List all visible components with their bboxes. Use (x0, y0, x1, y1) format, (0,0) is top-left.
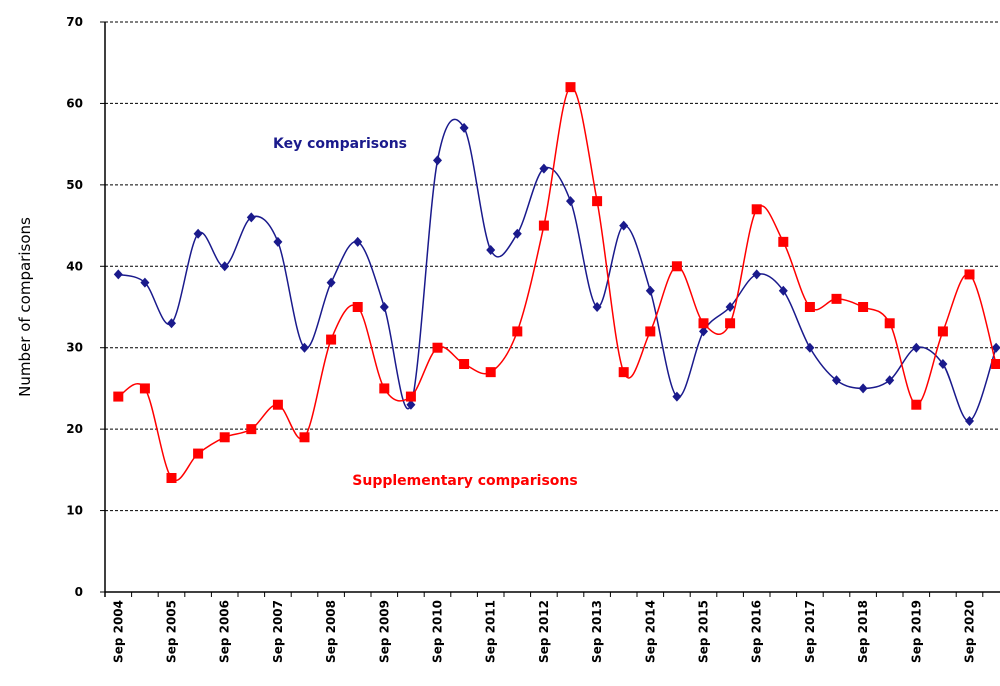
marker (512, 326, 523, 337)
marker (167, 318, 176, 329)
x-tick-label: Sep 2012 (537, 600, 551, 663)
marker (937, 326, 948, 337)
marker (858, 302, 869, 312)
marker (858, 383, 868, 394)
marker (618, 367, 629, 378)
marker (459, 122, 469, 133)
marker (539, 163, 549, 174)
marker (645, 285, 655, 296)
x-tick-label: Sep 2004 (111, 600, 125, 663)
marker (193, 228, 203, 239)
x-tick-label: Sep 2008 (324, 600, 338, 663)
marker (326, 277, 336, 288)
marker (406, 399, 416, 410)
marker (352, 302, 363, 312)
marker (220, 261, 230, 272)
marker (751, 204, 762, 215)
marker (778, 236, 789, 247)
annotation: Supplementary comparisons (352, 473, 577, 489)
y-tick-label: 60 (66, 96, 83, 110)
marker (433, 155, 442, 166)
marker (619, 220, 629, 231)
marker (353, 236, 363, 247)
marker (113, 269, 123, 280)
marker (699, 326, 708, 337)
marker (671, 261, 682, 272)
marker (273, 236, 283, 247)
x-tick-label: Sep 2005 (165, 600, 179, 663)
marker (991, 342, 1000, 353)
x-tick-label: Sep 2014 (643, 600, 657, 663)
x-tick-label: Sep 2013 (590, 600, 604, 663)
marker (965, 416, 974, 426)
y-tick-label: 40 (66, 259, 83, 273)
x-tick-label: Sep 2009 (377, 600, 391, 663)
x-tick-label: Sep 2019 (909, 600, 923, 663)
marker (911, 342, 921, 353)
series-line (117, 86, 997, 482)
marker (991, 359, 1000, 369)
y-axis-label: Number of comparisons (16, 217, 34, 397)
marker (299, 432, 310, 443)
marker (778, 285, 788, 296)
marker (565, 82, 576, 93)
marker (405, 391, 416, 402)
marker (725, 302, 735, 312)
marker (459, 359, 470, 369)
marker (219, 432, 230, 443)
marker (485, 367, 496, 378)
y-tick-label: 30 (66, 341, 83, 355)
marker (379, 383, 390, 394)
x-tick-label: Sep 2017 (803, 600, 817, 663)
marker (885, 375, 895, 386)
x-tick-label: Sep 2016 (750, 600, 764, 663)
marker (512, 228, 522, 239)
marker (139, 383, 150, 394)
marker (805, 342, 815, 353)
series-line (118, 118, 997, 422)
marker (193, 448, 204, 459)
y-tick-label: 50 (66, 178, 83, 192)
marker (752, 269, 762, 280)
x-tick-label: Sep 2010 (431, 600, 445, 663)
marker (166, 473, 177, 483)
marker (300, 342, 309, 353)
marker (938, 359, 948, 369)
x-tick-label: Sep 2007 (271, 600, 285, 663)
marker (432, 342, 443, 353)
marker (113, 391, 124, 402)
x-tick-label: Sep 2015 (697, 600, 711, 663)
marker (804, 302, 815, 312)
marker (326, 334, 337, 345)
marker (538, 220, 549, 231)
x-tick-label: Sep 2018 (856, 600, 870, 663)
marker (379, 302, 389, 312)
x-tick-label: Sep 2006 (218, 600, 232, 663)
marker (884, 318, 895, 329)
marker (592, 302, 602, 312)
marker (672, 391, 682, 402)
marker (964, 269, 975, 280)
y-tick-label: 20 (66, 422, 83, 436)
marker (725, 318, 736, 329)
marker (698, 318, 709, 329)
marker (911, 399, 922, 410)
marker (592, 196, 603, 207)
marker (566, 196, 575, 207)
y-tick-label: 70 (66, 15, 83, 29)
x-tick-label: Sep 2020 (963, 600, 977, 663)
marker (645, 326, 656, 337)
x-tick-label: Sep 2011 (484, 600, 498, 663)
y-tick-label: 0 (75, 585, 83, 599)
marker (272, 399, 283, 410)
annotation: Key comparisons (273, 136, 407, 152)
marker (831, 293, 842, 304)
marker (246, 212, 256, 223)
marker (140, 277, 150, 288)
marker (486, 245, 496, 255)
y-tick-label: 10 (66, 504, 83, 518)
marker (832, 375, 841, 386)
marker (246, 424, 257, 435)
